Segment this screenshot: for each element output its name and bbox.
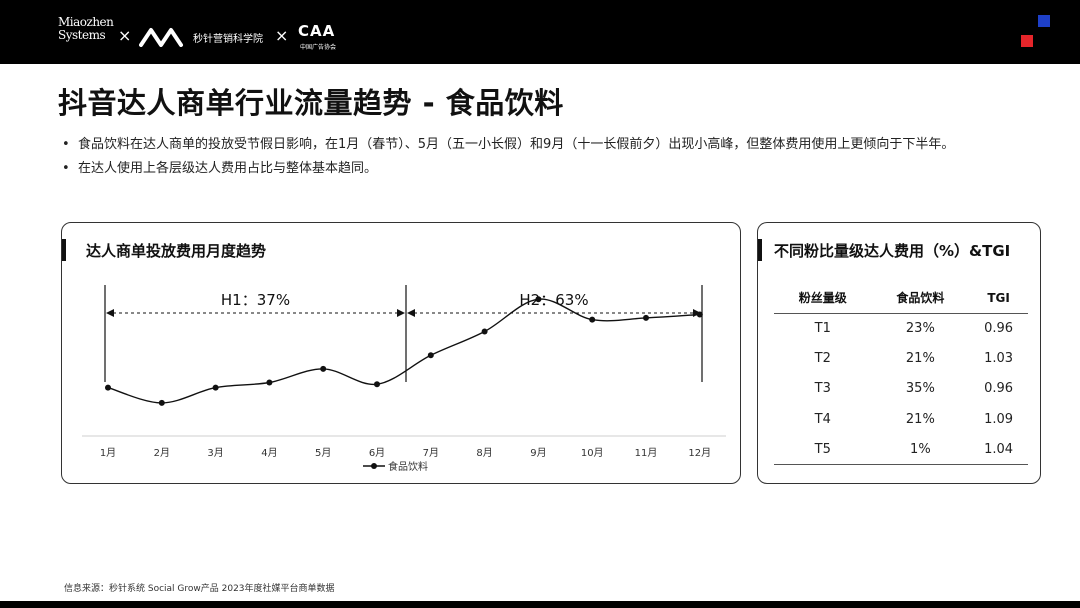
table-row: T2 21% 1.03 <box>774 343 1028 373</box>
table-cell: 0.96 <box>984 381 1014 397</box>
bullet-text: 食品饮料在达人商单的投放受节假日影响，在1月（春节）、5月（五一小长假）和9月（… <box>78 137 955 152</box>
table-cell: T1 <box>814 320 831 336</box>
table-cell: 1.04 <box>969 434 1028 466</box>
decor-square-blue <box>1038 15 1050 27</box>
table-row: T3 35% 0.96 <box>774 374 1028 404</box>
table-cell: 23% <box>905 320 935 336</box>
separator-x: × <box>275 26 289 45</box>
bullet-marker: • <box>62 137 70 152</box>
table-cell: 21% <box>905 411 935 427</box>
bullet-marker: • <box>62 161 70 176</box>
table-cell: T5 <box>774 434 872 466</box>
table-card-accent-bar <box>758 239 762 261</box>
table-cell: 0.96 <box>984 320 1014 336</box>
bullet-item: • 在达人使用上各层级达人费用占比与整体基本趋同。 <box>62 157 1042 181</box>
table-cell: 1.09 <box>984 411 1014 427</box>
caa-logo: CAA <box>298 22 336 40</box>
separator-x: × <box>118 26 132 45</box>
academy-name: 秒针营销科学院 <box>193 34 263 45</box>
source-note: 信息来源：秒针系统 Social Grow产品 2023年度社媒平台商单数据 <box>64 584 335 594</box>
table-row: T4 21% 1.09 <box>774 404 1028 434</box>
header-bar: Miaozhen Systems × 秒针营销科学院 × CAA 中国广告协会 <box>0 0 1080 64</box>
bullet-item: • 食品饮料在达人商单的投放受节假日影响，在1月（春节）、5月（五一小长假）和9月… <box>62 133 1042 157</box>
summary-bullets: • 食品饮料在达人商单的投放受节假日影响，在1月（春节）、5月（五一小长假）和9月… <box>62 133 1042 181</box>
chart-card <box>61 222 741 484</box>
table-cell: T2 <box>814 351 831 367</box>
table-card <box>757 222 1041 484</box>
table-cell: 1.03 <box>984 351 1014 367</box>
miaozhen-logo: Miaozhen Systems <box>58 15 114 42</box>
caa-logo-subtext: 中国广告协会 <box>300 44 337 51</box>
table-cell: 35% <box>905 381 935 397</box>
table-row: T1 23% 0.96 <box>774 313 1028 343</box>
page-title: 抖音达人商单行业流量趋势 - 食品饮料 <box>58 86 564 120</box>
table-cell: T4 <box>814 411 831 427</box>
chart-card-accent-bar <box>62 239 66 261</box>
table-header-cell: TGI <box>969 283 1028 314</box>
table-row: T5 1% 1.04 <box>774 434 1028 466</box>
chart-card-title: 达人商单投放费用月度趋势 <box>86 242 267 260</box>
table-cell: 1% <box>871 434 970 466</box>
table-header-cell: 粉丝量级 <box>774 283 872 314</box>
decor-square-red <box>1021 35 1033 47</box>
table-card-title: 不同粉比量级达人费用（%）&TGI <box>774 242 1011 260</box>
tgi-table: 粉丝量级 食品饮料 TGI T1 23% 0.96 T2 21% 1.03 T3… <box>774 283 1028 466</box>
table-cell: 21% <box>905 351 935 367</box>
academy-logo-icon <box>139 27 187 51</box>
table-cell: T3 <box>814 381 831 397</box>
table-header-row: 粉丝量级 食品饮料 TGI <box>774 283 1028 314</box>
bullet-text: 在达人使用上各层级达人费用占比与整体基本趋同。 <box>78 161 378 176</box>
footer-bar <box>0 601 1080 608</box>
table-header-cell: 食品饮料 <box>871 283 970 314</box>
